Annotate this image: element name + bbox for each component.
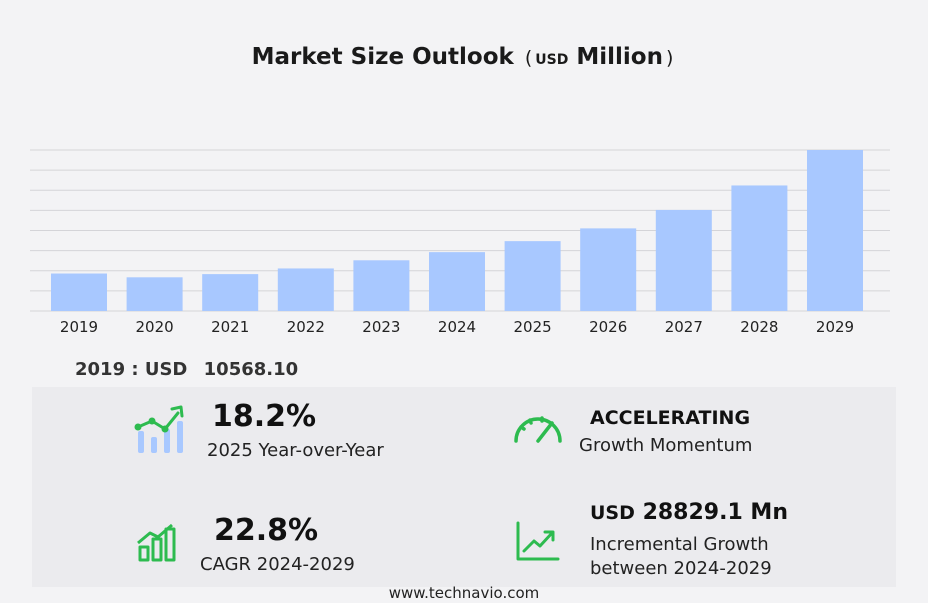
yoy-label: 2025 Year-over-Year — [207, 440, 384, 461]
title-unit: USD — [535, 52, 569, 68]
bar-2025 — [504, 241, 561, 311]
chart-title: Market Size Outlook (USD Million) — [0, 44, 928, 70]
base-year-label: 2019 : USD — [75, 359, 188, 380]
footer-url: www.technavio.com — [388, 584, 540, 602]
incremental-label-1: Incremental Growth — [590, 534, 769, 555]
base-year-number: 10568.10 — [203, 359, 299, 380]
base-year-value: 2019 : USD 10568.10 — [75, 359, 298, 380]
bar-chart-icon — [137, 523, 176, 562]
growth-bars-icon — [134, 405, 184, 453]
bar-2029 — [807, 150, 863, 311]
bar-2026 — [580, 228, 637, 311]
x-tick-label: 2023 — [362, 318, 400, 336]
momentum-label: Growth Momentum — [579, 435, 753, 456]
title-text: Market Size Outlook — [251, 44, 514, 70]
x-tick-label: 2021 — [211, 318, 249, 336]
bar-2027 — [655, 209, 712, 311]
bar-chart: 2019 2020 2021 2022 2023 2024 2025 2026 2027 2028… — [30, 149, 890, 336]
bar-2020 — [126, 277, 183, 311]
bar-2021 — [202, 274, 259, 311]
x-tick-label: 2025 — [514, 318, 552, 336]
incremental-label-2: between 2024-2029 — [590, 558, 772, 579]
x-tick-label: 2020 — [136, 318, 174, 336]
bar-2023 — [353, 260, 410, 311]
title-paren-close: ) — [665, 47, 674, 69]
cagr-label: CAGR 2024-2029 — [200, 554, 355, 575]
x-tick-label: 2029 — [816, 318, 854, 336]
x-tick-label: 2028 — [740, 318, 778, 336]
bar-2022 — [277, 268, 334, 311]
bar-2028 — [731, 185, 788, 311]
x-tick-label: 2027 — [665, 318, 703, 336]
cagr-value: 22.8% — [214, 513, 319, 548]
x-tick-label: 2026 — [589, 318, 627, 336]
incremental-value: USD 28829.1 Mn — [590, 500, 788, 525]
title-scale: Million — [576, 44, 663, 70]
x-tick-label: 2019 — [60, 318, 98, 336]
x-tick-label: 2022 — [287, 318, 325, 336]
incremental-prefix: USD — [590, 502, 635, 524]
line-chart-icon — [516, 521, 560, 561]
bar-2019 — [51, 273, 107, 311]
x-tick-label: 2024 — [438, 318, 476, 336]
yoy-value: 18.2% — [212, 399, 317, 434]
bar-2024 — [429, 252, 485, 311]
incremental-amount: 28829.1 Mn — [642, 500, 788, 525]
stats-panel: 18.2% 2025 Year-over-Year ACCELERATING G… — [32, 387, 896, 587]
speedometer-icon — [514, 416, 562, 443]
momentum-value: ACCELERATING — [590, 407, 751, 429]
title-paren-open: ( — [524, 47, 533, 69]
